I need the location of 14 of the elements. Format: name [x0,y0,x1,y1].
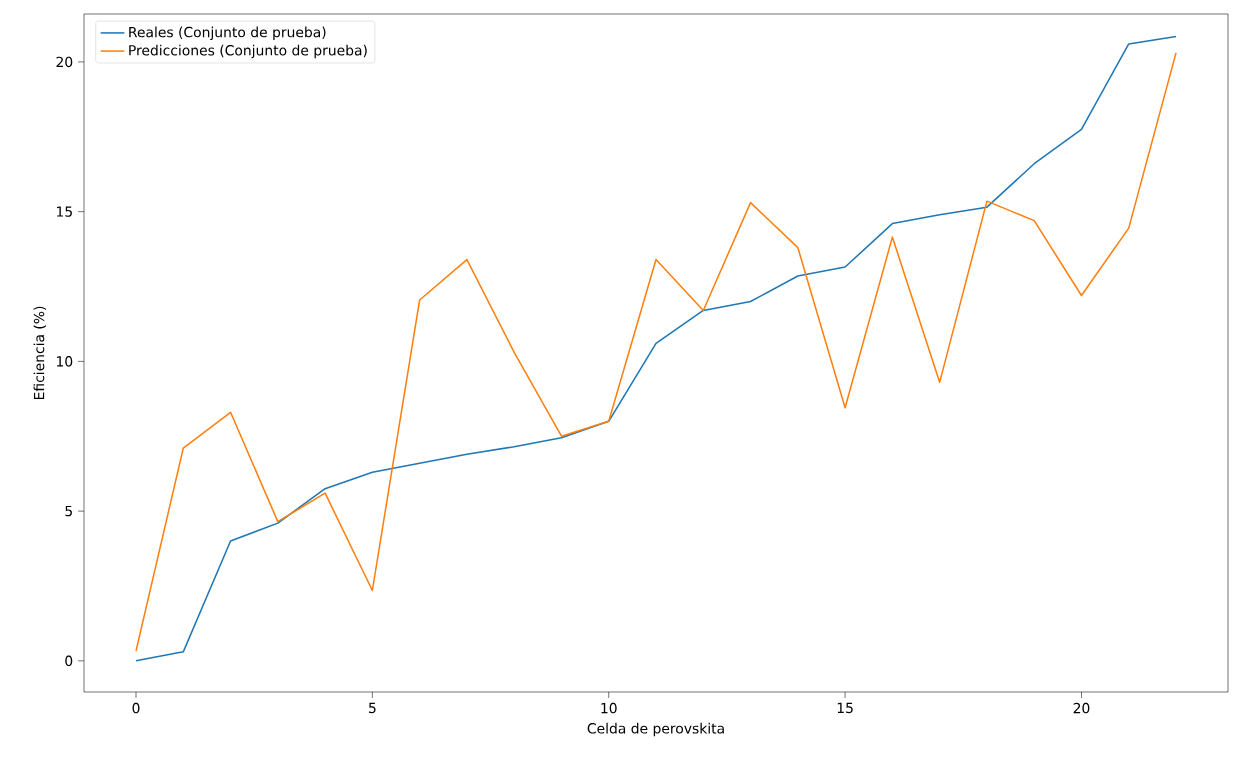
y-tick-label: 10 [57,356,73,367]
y-tick-label: 0 [65,655,73,667]
x-tick-label: 20 [1073,702,1090,714]
x-tick-label: 15 [837,702,853,714]
y-tick-label: 20 [56,56,73,68]
legend-label: Predicciones (Conjunto de prueba) [129,44,367,59]
legend-label: Reales (Conjunto de prueba) [129,26,326,41]
y-tick-label: 5 [65,505,72,517]
x-axis-title: Celda de perovskita [587,722,724,737]
x-tick-label: 10 [601,702,617,714]
y-tick-label: 15 [57,206,72,217]
x-tick-label: 0 [132,702,140,714]
y-axis-title: Eficiencia (%) [33,306,46,400]
x-tick-label: 5 [369,702,376,714]
